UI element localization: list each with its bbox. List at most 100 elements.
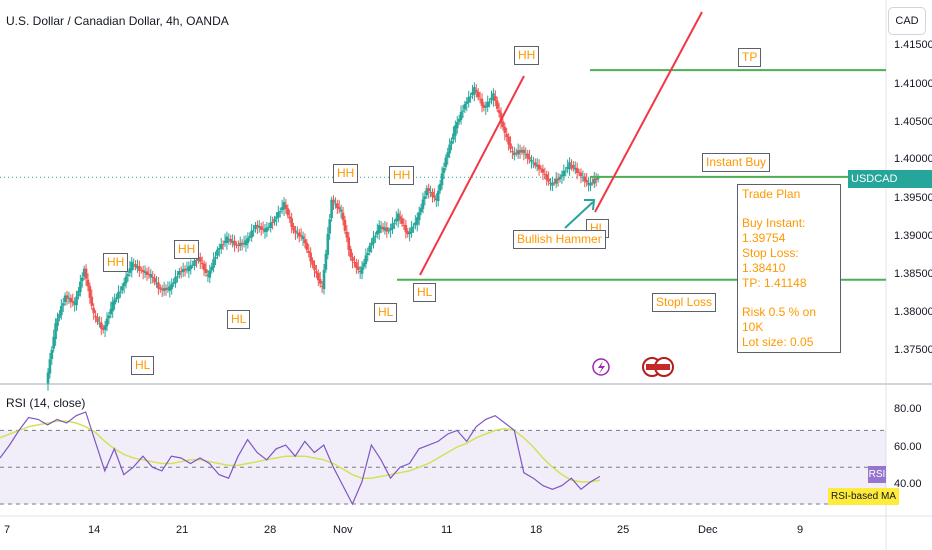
candle-body <box>107 315 111 319</box>
trade-plan-lot: Lot size: 0.05 <box>742 335 814 349</box>
price-tick: 1.37500 <box>894 344 932 356</box>
candle-body <box>208 270 212 278</box>
candle-body <box>261 228 265 230</box>
candle-body <box>143 271 147 274</box>
candle-body <box>320 285 324 287</box>
hl-label[interactable]: HL <box>131 356 155 375</box>
candle-body <box>573 168 577 170</box>
candle-body <box>172 282 175 284</box>
candle-body <box>360 266 364 274</box>
rsi-title: RSI (14, close) <box>6 396 86 410</box>
candle-body <box>381 226 385 230</box>
bullish-hammer-label[interactable]: Bullish Hammer <box>513 230 606 249</box>
candle-body <box>545 174 549 180</box>
candle-body <box>554 178 558 184</box>
candle-body <box>522 149 526 154</box>
candle-body <box>490 97 493 101</box>
candle-body <box>343 219 347 231</box>
hl-label[interactable]: HL <box>374 303 398 322</box>
candle-body <box>366 252 370 255</box>
candle-body <box>393 222 396 224</box>
candle-body <box>183 268 187 271</box>
candle-body <box>499 112 503 123</box>
candle-body <box>101 327 105 330</box>
hl-label[interactable]: HL <box>227 310 251 329</box>
candle-body <box>79 281 82 293</box>
candle-body <box>73 302 76 305</box>
candle-body <box>248 236 252 238</box>
tp-label[interactable]: TP <box>738 48 762 67</box>
stop-loss-label[interactable]: Stopl Loss <box>652 293 717 312</box>
candle-body <box>77 290 80 297</box>
trade-plan-box[interactable]: Trade Plan Buy Instant: 1.39754 Stop Los… <box>737 184 841 353</box>
currency-button[interactable]: CAD <box>888 7 926 35</box>
instant-buy-label[interactable]: Instant Buy <box>702 153 771 172</box>
projection-line <box>594 11 703 213</box>
candle-body <box>383 227 387 231</box>
candle-body <box>256 224 259 227</box>
hh-label[interactable]: HH <box>389 166 415 185</box>
candle-body <box>56 318 59 326</box>
trade-plan-tp: TP: 1.41148 <box>742 276 807 290</box>
trade-plan-risk: Risk 0.5 % on 10K <box>742 305 817 334</box>
decorations <box>592 357 674 377</box>
candle-body <box>368 245 371 252</box>
candle-body <box>313 264 316 271</box>
candle-body <box>566 166 569 170</box>
candle-body <box>455 121 459 129</box>
hh-label[interactable]: HH <box>174 240 200 259</box>
candle-body <box>267 226 271 228</box>
time-tick: 14 <box>88 524 101 536</box>
candle-body <box>478 98 482 100</box>
candle-body <box>288 216 292 219</box>
candle-body <box>551 182 554 186</box>
candle-body <box>185 268 189 270</box>
candle-body <box>337 207 341 210</box>
candle-body <box>229 238 233 242</box>
candle-body <box>170 284 174 290</box>
hh-label[interactable]: HH <box>514 46 540 65</box>
price-tick: 1.40500 <box>894 116 932 128</box>
hl-label[interactable]: HL <box>413 283 437 302</box>
candle-body <box>347 237 351 250</box>
candle-body <box>128 268 132 273</box>
candle-body <box>294 230 297 233</box>
candle-body <box>471 92 474 96</box>
candle-body <box>503 126 507 134</box>
candle-body <box>488 101 491 103</box>
candle-body <box>509 143 512 149</box>
candle-body <box>592 178 596 184</box>
candle-body <box>284 204 288 209</box>
candle-body <box>145 271 149 275</box>
candle-body <box>433 195 436 198</box>
candle-body <box>549 182 552 185</box>
candle-body <box>126 274 130 277</box>
hh-label[interactable]: HH <box>333 164 359 183</box>
candle-body <box>410 227 413 233</box>
candle-body <box>120 286 124 291</box>
candle-body <box>141 270 145 273</box>
candle-body <box>372 237 375 244</box>
candle-body <box>398 216 402 219</box>
candle-body <box>162 287 166 291</box>
candle-body <box>223 240 227 244</box>
candle-body <box>159 287 162 290</box>
candle-body <box>168 286 172 291</box>
candle-body <box>596 176 600 180</box>
candle-body <box>157 282 160 289</box>
candle-body <box>301 236 305 240</box>
hh-label[interactable]: HH <box>103 253 129 272</box>
candle-body <box>198 257 202 262</box>
candle-body <box>332 199 335 203</box>
candle-body <box>353 262 356 264</box>
candle-body <box>379 226 383 228</box>
candle-body <box>80 277 84 282</box>
candle-body <box>303 239 307 244</box>
candle-body <box>58 314 61 319</box>
candle-body <box>457 118 461 122</box>
candle-body <box>339 209 343 212</box>
candle-body <box>497 109 501 113</box>
candle-body <box>324 253 328 270</box>
candle-body <box>404 225 408 233</box>
